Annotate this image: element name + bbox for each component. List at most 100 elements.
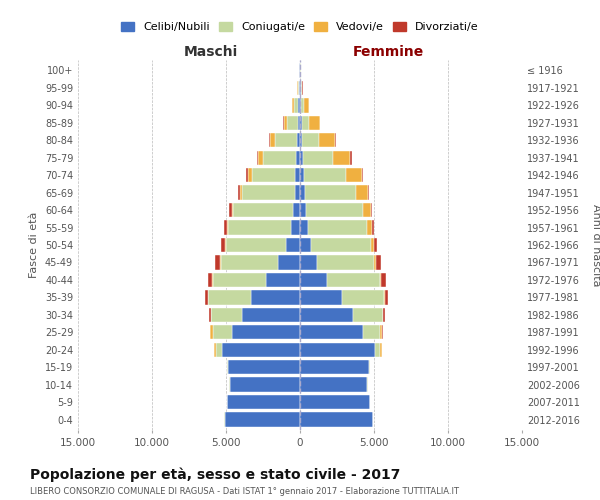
Bar — [300, 378, 367, 392]
Bar — [374, 256, 376, 270]
Bar — [300, 98, 301, 112]
Bar — [380, 273, 381, 287]
Bar — [246, 168, 248, 182]
Bar — [300, 325, 363, 340]
Bar — [225, 238, 226, 252]
Bar — [294, 98, 298, 112]
Bar — [296, 150, 300, 165]
Bar — [300, 342, 375, 357]
Bar — [297, 133, 300, 148]
Bar — [363, 325, 380, 340]
Bar — [257, 150, 258, 165]
Bar — [227, 220, 228, 234]
Bar — [374, 238, 377, 252]
Bar — [305, 186, 356, 200]
Bar — [270, 133, 275, 148]
Bar — [266, 273, 300, 287]
Bar — [211, 325, 214, 340]
Text: Popolazione per età, sesso e stato civile - 2017: Popolazione per età, sesso e stato civil… — [30, 468, 400, 482]
Bar — [309, 116, 320, 130]
Text: LIBERO CONSORZIO COMUNALE DI RAGUSA - Dati ISTAT 1° gennaio 2017 - Elaborazione : LIBERO CONSORZIO COMUNALE DI RAGUSA - Da… — [30, 488, 459, 496]
Bar — [286, 238, 300, 252]
Bar — [232, 325, 300, 340]
Bar — [350, 150, 352, 165]
Bar — [211, 308, 242, 322]
Bar — [223, 342, 300, 357]
Bar — [311, 238, 371, 252]
Bar — [220, 256, 221, 270]
Y-axis label: Fasce di età: Fasce di età — [29, 212, 39, 278]
Bar — [380, 325, 382, 340]
Bar — [302, 133, 319, 148]
Bar — [215, 256, 220, 270]
Bar — [383, 308, 385, 322]
Bar — [209, 325, 211, 340]
Bar — [228, 360, 300, 374]
Bar — [278, 256, 300, 270]
Bar — [298, 116, 300, 130]
Bar — [233, 203, 293, 217]
Bar — [300, 116, 302, 130]
Bar — [214, 342, 216, 357]
Bar — [258, 150, 263, 165]
Bar — [300, 203, 306, 217]
Bar — [300, 220, 308, 234]
Bar — [301, 98, 304, 112]
Bar — [300, 150, 303, 165]
Bar — [300, 308, 353, 322]
Bar — [319, 133, 335, 148]
Bar — [353, 308, 383, 322]
Bar — [328, 273, 380, 287]
Bar — [368, 186, 370, 200]
Bar — [381, 273, 386, 287]
Bar — [300, 256, 317, 270]
Bar — [291, 220, 300, 234]
Bar — [385, 290, 388, 304]
Bar — [216, 342, 223, 357]
Bar — [239, 186, 242, 200]
Bar — [303, 150, 334, 165]
Bar — [275, 133, 297, 148]
Bar — [375, 342, 380, 357]
Bar — [300, 81, 301, 95]
Bar — [298, 98, 300, 112]
Bar — [342, 290, 385, 304]
Bar — [295, 168, 300, 182]
Bar — [228, 220, 291, 234]
Bar — [367, 220, 372, 234]
Text: Femmine: Femmine — [353, 45, 424, 59]
Bar — [362, 168, 363, 182]
Bar — [269, 133, 270, 148]
Bar — [224, 412, 300, 426]
Bar — [363, 203, 371, 217]
Bar — [287, 116, 298, 130]
Bar — [334, 150, 350, 165]
Bar — [300, 360, 369, 374]
Bar — [380, 342, 382, 357]
Bar — [214, 325, 232, 340]
Text: Maschi: Maschi — [184, 45, 238, 59]
Bar — [304, 168, 346, 182]
Bar — [300, 133, 302, 148]
Bar — [300, 290, 342, 304]
Bar — [369, 360, 370, 374]
Bar — [371, 203, 373, 217]
Bar — [293, 203, 300, 217]
Bar — [208, 290, 251, 304]
Bar — [308, 220, 367, 234]
Bar — [252, 168, 295, 182]
Bar — [356, 186, 368, 200]
Bar — [208, 273, 212, 287]
Bar — [300, 273, 328, 287]
Bar — [232, 203, 233, 217]
Bar — [300, 186, 305, 200]
Bar — [226, 238, 286, 252]
Bar — [299, 81, 300, 95]
Bar — [306, 203, 363, 217]
Bar — [300, 238, 311, 252]
Bar — [242, 308, 300, 322]
Bar — [221, 256, 278, 270]
Bar — [229, 203, 232, 217]
Y-axis label: Anni di nascita: Anni di nascita — [590, 204, 600, 286]
Bar — [302, 116, 309, 130]
